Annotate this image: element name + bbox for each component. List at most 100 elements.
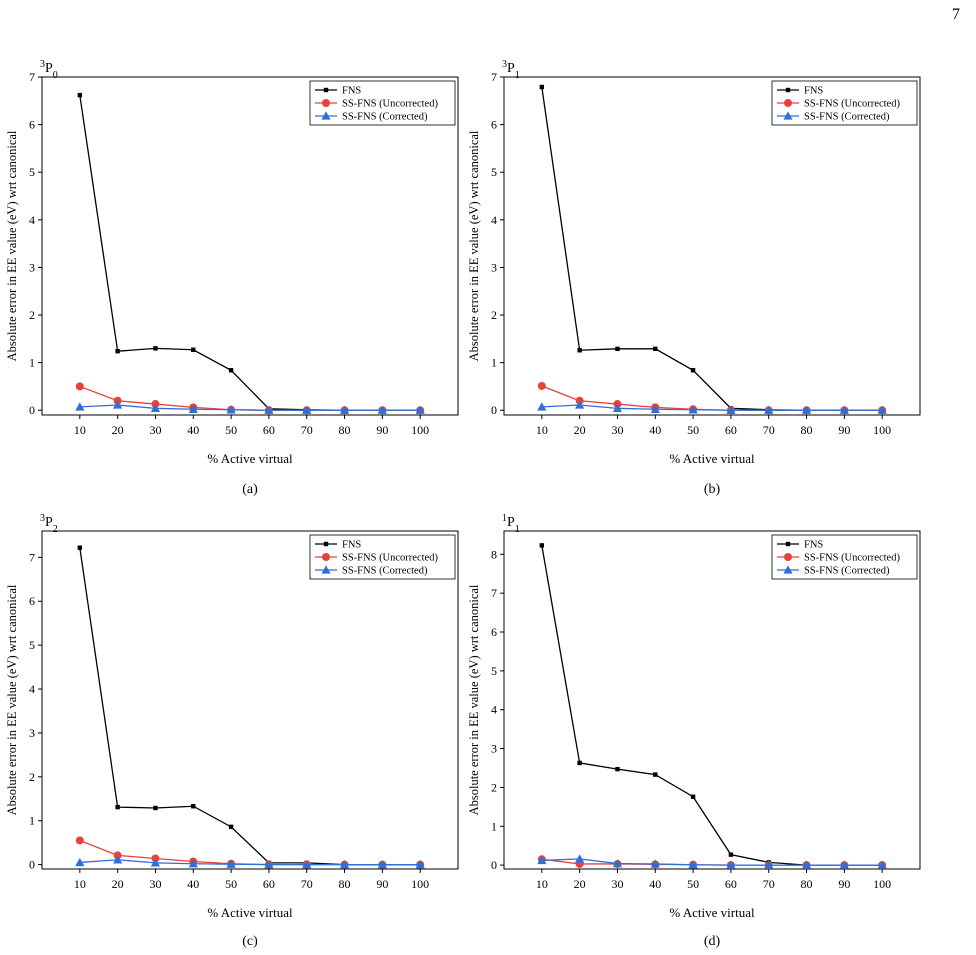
data-point bbox=[764, 405, 774, 414]
y-tick-label: 4 bbox=[491, 703, 497, 717]
legend-marker bbox=[785, 87, 791, 93]
data-point bbox=[153, 805, 158, 811]
y-tick-label: 3 bbox=[29, 260, 35, 274]
x-tick-label: 100 bbox=[411, 877, 429, 891]
chart-title: 3P2 bbox=[40, 513, 58, 535]
legend-entry: SS-FNS (Uncorrected) bbox=[342, 553, 438, 564]
data-point bbox=[612, 403, 623, 413]
data-point bbox=[191, 347, 196, 352]
x-tick-label: 60 bbox=[263, 877, 275, 891]
data-point bbox=[801, 860, 812, 869]
legend-marker bbox=[321, 111, 331, 120]
y-tick-label: 5 bbox=[29, 165, 35, 179]
y-tick-label: 6 bbox=[491, 118, 497, 132]
chart-panel-2: 0 1 2 3 4 5 6 7 10 20 30 40 50 60 70 80 90 100 % Active vi… bbox=[467, 59, 921, 497]
series-line bbox=[79, 94, 421, 411]
x-tick-label: 30 bbox=[149, 877, 161, 891]
data-point bbox=[577, 760, 582, 766]
x-tick-label: 40 bbox=[649, 877, 661, 891]
data-point bbox=[415, 405, 425, 414]
data-point bbox=[537, 855, 547, 865]
legend: FNS SS-FNS (Uncorrected) SS-FNS (Corrected… bbox=[771, 534, 918, 580]
data-point bbox=[537, 381, 546, 390]
legend-entry: FNS bbox=[342, 86, 361, 97]
y-tick-label: 4 bbox=[491, 213, 497, 227]
data-point bbox=[302, 405, 312, 414]
data-point bbox=[188, 859, 198, 868]
y-tick-label: 3 bbox=[491, 742, 497, 756]
x-tick-label: 40 bbox=[187, 423, 199, 437]
y-tick-label: 7 bbox=[29, 550, 35, 564]
data-point bbox=[191, 804, 196, 809]
x-axis-label: % Active virtual bbox=[207, 451, 293, 466]
title-subscript: 1 bbox=[515, 70, 520, 81]
data-point bbox=[653, 346, 658, 352]
x-tick-label: 100 bbox=[873, 877, 891, 891]
data-point bbox=[150, 403, 161, 413]
plot-frame bbox=[41, 76, 459, 416]
legend-marker bbox=[785, 541, 791, 547]
data-point bbox=[75, 382, 84, 391]
data-point bbox=[302, 860, 312, 869]
data-point bbox=[75, 402, 85, 411]
x-tick-label: 20 bbox=[112, 423, 124, 437]
data-point bbox=[801, 405, 812, 414]
data-point bbox=[688, 405, 698, 414]
y-tick-label: 7 bbox=[29, 70, 35, 84]
data-point bbox=[226, 859, 236, 868]
legend-entry: SS-FNS (Corrected) bbox=[804, 112, 890, 123]
panel-caption: (c) bbox=[242, 934, 258, 949]
data-point bbox=[377, 860, 387, 869]
series-2 bbox=[537, 854, 887, 869]
data-point bbox=[77, 545, 83, 550]
series-line bbox=[541, 858, 883, 866]
data-point bbox=[726, 405, 736, 414]
x-tick-label: 80 bbox=[339, 877, 351, 891]
legend-marker bbox=[784, 553, 792, 561]
legend-entry: FNS bbox=[342, 540, 361, 551]
data-point bbox=[839, 405, 849, 414]
x-tick-label: 30 bbox=[611, 423, 623, 437]
data-point bbox=[415, 860, 425, 869]
x-tick-label: 70 bbox=[301, 877, 313, 891]
data-point bbox=[377, 405, 387, 414]
y-tick-label: 2 bbox=[29, 770, 35, 784]
x-tick-label: 70 bbox=[301, 423, 313, 437]
series-0 bbox=[77, 92, 423, 413]
data-point bbox=[688, 860, 698, 869]
y-tick-label: 4 bbox=[29, 682, 35, 696]
legend-entry: SS-FNS (Corrected) bbox=[342, 112, 428, 123]
data-point bbox=[612, 858, 623, 868]
x-tick-label: 50 bbox=[687, 423, 699, 437]
y-axis-label: Absolute error in EE value (eV) wrt cano… bbox=[5, 130, 19, 361]
data-point bbox=[115, 349, 120, 354]
legend-marker bbox=[321, 565, 331, 574]
series-line bbox=[541, 86, 883, 411]
y-tick-label: 1 bbox=[491, 356, 497, 370]
legend-entry: SS-FNS (Uncorrected) bbox=[804, 99, 900, 110]
x-axis-label: % Active virtual bbox=[669, 451, 755, 466]
legend-marker bbox=[322, 99, 330, 107]
data-point bbox=[150, 858, 161, 867]
y-tick-label: 1 bbox=[29, 356, 35, 370]
data-point bbox=[690, 368, 696, 373]
title-superscript: 3 bbox=[40, 513, 45, 524]
x-tick-label: 20 bbox=[574, 877, 586, 891]
data-point bbox=[75, 857, 85, 867]
chart-title: 3P0 bbox=[40, 59, 58, 81]
legend-entry: FNS bbox=[804, 86, 823, 97]
title-subscript: 1 bbox=[515, 524, 520, 535]
legend-entry: FNS bbox=[804, 540, 823, 551]
series-1 bbox=[537, 855, 887, 870]
title-superscript: 3 bbox=[40, 59, 45, 70]
legend: FNS SS-FNS (Uncorrected) SS-FNS (Corrected… bbox=[309, 534, 456, 580]
x-tick-label: 20 bbox=[112, 877, 124, 891]
data-point bbox=[339, 860, 350, 869]
y-tick-label: 7 bbox=[491, 70, 497, 84]
series-line bbox=[541, 404, 883, 411]
data-point bbox=[650, 404, 660, 413]
y-tick-label: 3 bbox=[29, 726, 35, 740]
legend-marker bbox=[784, 99, 792, 107]
